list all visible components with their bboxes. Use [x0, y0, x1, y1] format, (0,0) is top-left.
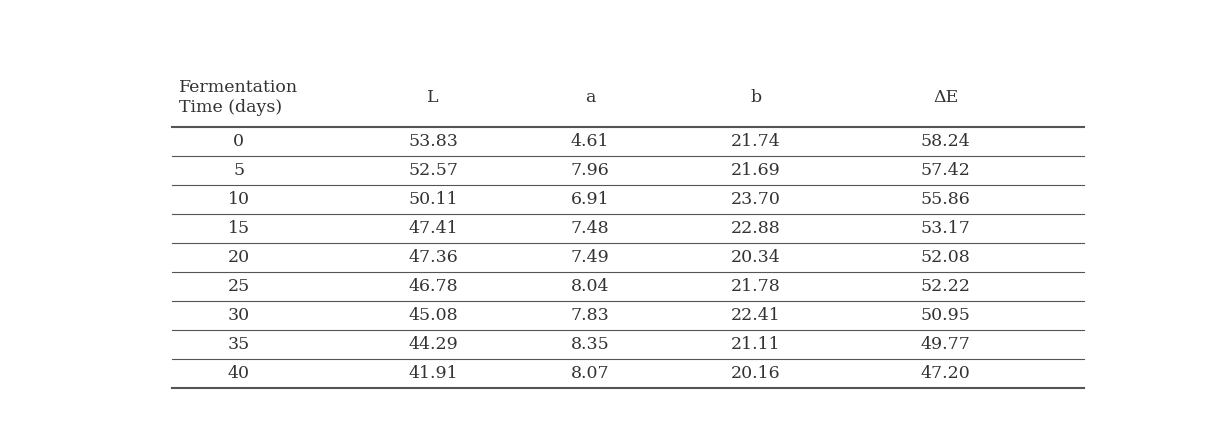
Text: 21.74: 21.74	[731, 133, 780, 150]
Text: 20.34: 20.34	[731, 249, 780, 266]
Text: 47.41: 47.41	[408, 220, 458, 237]
Text: 35: 35	[228, 336, 250, 353]
Text: 47.20: 47.20	[921, 366, 970, 382]
Text: ΔE: ΔE	[933, 89, 958, 106]
Text: 4.61: 4.61	[571, 133, 609, 150]
Text: 40: 40	[228, 366, 250, 382]
Text: 47.36: 47.36	[408, 249, 458, 266]
Text: 0: 0	[233, 133, 244, 150]
Text: 25: 25	[228, 278, 250, 295]
Text: 41.91: 41.91	[408, 366, 458, 382]
Text: 55.86: 55.86	[921, 191, 970, 208]
Text: 7.48: 7.48	[571, 220, 609, 237]
Text: 53.17: 53.17	[921, 220, 970, 237]
Text: 50.11: 50.11	[408, 191, 458, 208]
Text: L: L	[428, 89, 439, 106]
Text: 5: 5	[233, 162, 244, 179]
Text: 30: 30	[228, 307, 250, 324]
Text: 15: 15	[228, 220, 250, 237]
Text: 58.24: 58.24	[921, 133, 970, 150]
Text: 50.95: 50.95	[921, 307, 970, 324]
Text: 57.42: 57.42	[921, 162, 970, 179]
Text: 8.07: 8.07	[571, 366, 609, 382]
Text: 22.88: 22.88	[731, 220, 780, 237]
Text: 21.69: 21.69	[731, 162, 780, 179]
Text: 21.11: 21.11	[731, 336, 780, 353]
Text: 52.08: 52.08	[921, 249, 970, 266]
Text: 7.49: 7.49	[571, 249, 609, 266]
Text: 21.78: 21.78	[731, 278, 780, 295]
Text: b: b	[751, 89, 762, 106]
Text: 7.83: 7.83	[571, 307, 609, 324]
Text: 8.04: 8.04	[571, 278, 609, 295]
Text: Fermentation
Time (days): Fermentation Time (days)	[179, 79, 298, 116]
Text: 53.83: 53.83	[408, 133, 458, 150]
Text: 20.16: 20.16	[731, 366, 780, 382]
Text: 10: 10	[228, 191, 250, 208]
Text: 44.29: 44.29	[408, 336, 458, 353]
Text: 6.91: 6.91	[571, 191, 609, 208]
Text: 20: 20	[228, 249, 250, 266]
Text: 7.96: 7.96	[571, 162, 609, 179]
Text: 46.78: 46.78	[408, 278, 458, 295]
Text: 8.35: 8.35	[571, 336, 609, 353]
Text: 23.70: 23.70	[731, 191, 780, 208]
Text: 52.57: 52.57	[408, 162, 458, 179]
Text: a: a	[584, 89, 595, 106]
Text: 49.77: 49.77	[921, 336, 970, 353]
Text: 45.08: 45.08	[408, 307, 458, 324]
Text: 22.41: 22.41	[731, 307, 780, 324]
Text: 52.22: 52.22	[921, 278, 971, 295]
